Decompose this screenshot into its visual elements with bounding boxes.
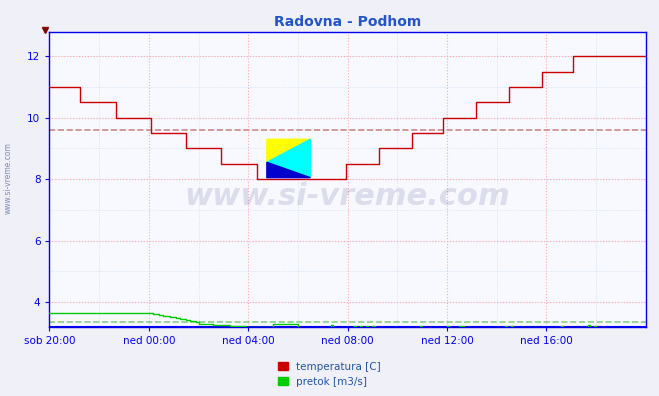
Polygon shape xyxy=(267,162,310,178)
Polygon shape xyxy=(267,139,310,162)
Text: www.si-vreme.com: www.si-vreme.com xyxy=(185,183,511,211)
Legend: temperatura [C], pretok [m3/s]: temperatura [C], pretok [m3/s] xyxy=(278,362,381,387)
Title: Radovna - Podhom: Radovna - Podhom xyxy=(274,15,421,29)
Text: www.si-vreme.com: www.si-vreme.com xyxy=(3,142,13,214)
Polygon shape xyxy=(267,139,310,178)
